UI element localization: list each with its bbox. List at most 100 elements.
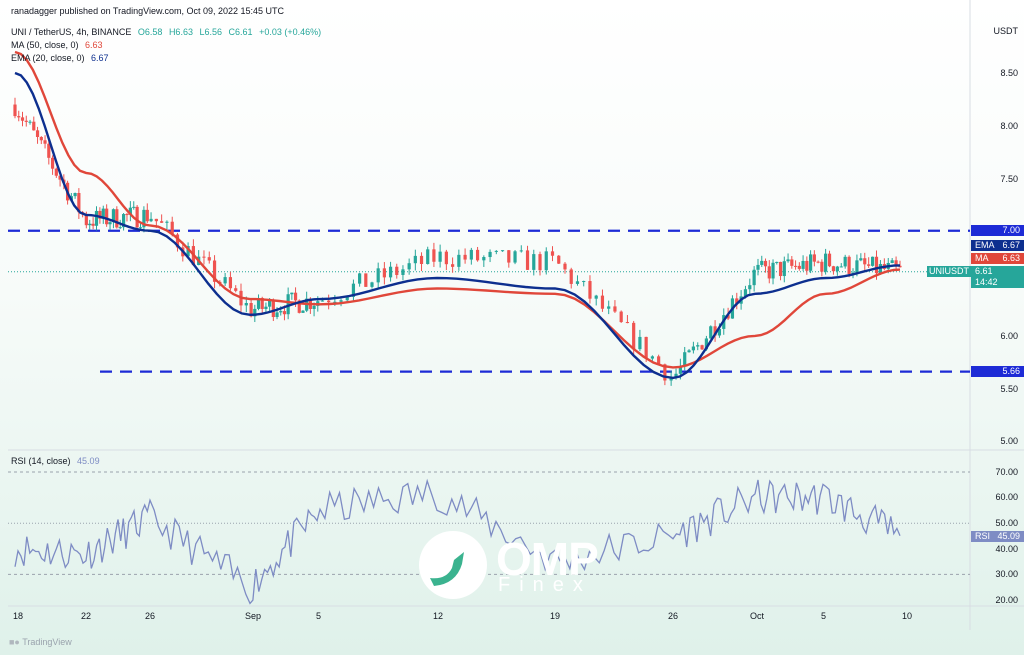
rsi-tick-label: 70.00 bbox=[995, 467, 1018, 477]
y-tick-label: 7.50 bbox=[1000, 174, 1018, 184]
candle-body bbox=[145, 209, 149, 222]
y-tick-label: 8.00 bbox=[1000, 121, 1018, 131]
price-countdown-box: 6.61 14:42 bbox=[971, 266, 1024, 288]
y-tick-label: 6.00 bbox=[1000, 331, 1018, 341]
candle-body bbox=[376, 268, 380, 283]
candle-body bbox=[84, 214, 88, 226]
ema-20-line bbox=[14, 71, 901, 380]
candle-body bbox=[268, 300, 272, 307]
candle-body bbox=[835, 266, 839, 272]
candle-body bbox=[105, 208, 109, 225]
candle-body bbox=[674, 373, 678, 377]
candle-body bbox=[726, 315, 730, 319]
candle-body bbox=[663, 364, 667, 381]
tradingview-logo[interactable]: ■● TradingView bbox=[9, 637, 72, 647]
candle-body bbox=[432, 249, 436, 262]
candle-body bbox=[748, 285, 752, 290]
ma-legend[interactable]: MA (50, close, 0) 6.63 bbox=[11, 40, 107, 50]
candle-body bbox=[111, 209, 116, 223]
ema-tag: EMA 6.67 bbox=[971, 240, 1024, 251]
rsi-tag: RSI 45.09 bbox=[971, 531, 1024, 542]
candle-body bbox=[271, 300, 275, 318]
rsi-legend[interactable]: RSI (14, close) 45.09 bbox=[11, 456, 104, 466]
candle-body bbox=[760, 260, 764, 265]
candle-body bbox=[35, 130, 40, 138]
candle-body bbox=[717, 328, 722, 336]
candle-body bbox=[115, 209, 119, 228]
candle-body bbox=[339, 300, 343, 302]
ma-legend-value: 6.63 bbox=[85, 40, 103, 50]
candle-body bbox=[890, 260, 894, 264]
candle-body bbox=[186, 246, 190, 257]
x-tick-label: 10 bbox=[902, 611, 913, 621]
candle-body bbox=[557, 255, 561, 264]
x-tick-label: 18 bbox=[13, 611, 24, 621]
candle-body bbox=[223, 277, 227, 284]
ema-legend-value: 6.67 bbox=[91, 53, 109, 63]
candle-body bbox=[797, 265, 801, 269]
candle-body bbox=[752, 269, 756, 286]
candle-body bbox=[32, 121, 36, 131]
candle-body bbox=[275, 312, 279, 318]
candle-body bbox=[108, 222, 112, 225]
candle-body bbox=[43, 140, 47, 144]
x-tick-label: 26 bbox=[145, 611, 156, 621]
candle-body bbox=[569, 269, 573, 284]
y-tick-label: 8.50 bbox=[1000, 68, 1018, 78]
candle-body bbox=[713, 326, 717, 336]
candle-body bbox=[691, 346, 695, 351]
ema-legend[interactable]: EMA (20, close, 0) 6.67 bbox=[11, 53, 113, 63]
candle-body bbox=[388, 266, 393, 278]
candle-body bbox=[419, 255, 424, 264]
candle-body bbox=[202, 256, 206, 258]
y-tick-label: 5.00 bbox=[1000, 436, 1018, 446]
candle-body bbox=[426, 249, 430, 264]
x-tick-label: 19 bbox=[550, 611, 561, 621]
candle-body bbox=[142, 209, 146, 228]
candle-body bbox=[525, 250, 530, 270]
level-low-tag: 5.66 bbox=[971, 366, 1024, 377]
candle-body bbox=[320, 300, 325, 302]
candle-body bbox=[507, 250, 511, 263]
tv-logo-icon: ■● bbox=[9, 637, 20, 647]
candle-body bbox=[463, 254, 467, 260]
ema-tag-label: EMA bbox=[975, 240, 995, 250]
ma-tag-value: 6.63 bbox=[1002, 253, 1020, 263]
candle-body bbox=[687, 350, 691, 353]
candle-body bbox=[600, 295, 605, 309]
candle-body bbox=[312, 305, 316, 309]
candle-body bbox=[444, 251, 448, 265]
candle-body bbox=[538, 254, 542, 271]
candle-body bbox=[735, 298, 739, 304]
last-price-tag: UNIUSDT 6.61 14:42 bbox=[927, 266, 1024, 288]
ma-tag-label: MA bbox=[975, 253, 989, 263]
candle-body bbox=[575, 281, 580, 284]
rsi-tick-label: 50.00 bbox=[995, 518, 1018, 528]
candle-body bbox=[786, 259, 790, 262]
candle-body bbox=[20, 117, 25, 121]
candle-body bbox=[395, 266, 399, 275]
candle-body bbox=[207, 257, 211, 261]
candle-body bbox=[632, 322, 636, 350]
candle-body bbox=[135, 206, 139, 228]
rsi-tick-label: 20.00 bbox=[995, 595, 1018, 605]
candle-body bbox=[863, 258, 867, 265]
candle-body bbox=[234, 288, 238, 291]
candle-body bbox=[228, 277, 233, 289]
candle-body bbox=[855, 260, 859, 273]
candle-body bbox=[77, 192, 81, 213]
candle-body bbox=[301, 310, 305, 313]
candle-body bbox=[413, 255, 417, 264]
rsi-tick-label: 40.00 bbox=[995, 544, 1018, 554]
candle-body bbox=[165, 221, 169, 223]
candle-body bbox=[50, 157, 55, 169]
watermark-brand: OMP bbox=[496, 533, 599, 585]
candle-body bbox=[24, 120, 28, 122]
ma-legend-label: MA (50, close, 0) bbox=[11, 40, 79, 50]
candle-body bbox=[39, 137, 43, 141]
symbol-title: UNI / TetherUS, 4h, BINANCE bbox=[11, 27, 132, 37]
x-tick-label: Oct bbox=[750, 611, 765, 621]
candle-body bbox=[763, 260, 768, 267]
candle-body bbox=[704, 338, 709, 350]
